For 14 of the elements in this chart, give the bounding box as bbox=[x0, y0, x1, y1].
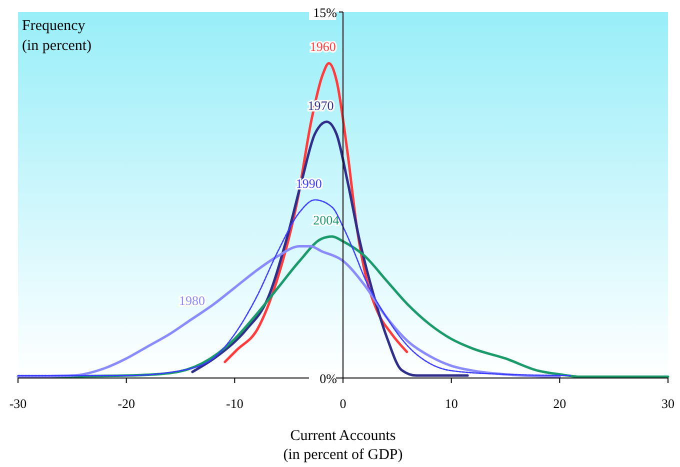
x-tick-label: 30 bbox=[662, 396, 674, 411]
x-tick-label: -20 bbox=[118, 396, 136, 411]
x-tick-label: 20 bbox=[553, 396, 566, 411]
x-tick-label: 10 bbox=[444, 396, 458, 411]
y-tick-label: 0% bbox=[320, 371, 338, 386]
x-tick-label: 0 bbox=[340, 396, 346, 411]
x-tick-label: -30 bbox=[9, 396, 27, 411]
x-axis-title: Current Accounts (in percent of GDP) bbox=[283, 428, 403, 463]
series-label: 1980 bbox=[179, 292, 205, 308]
series-label: 2004 bbox=[313, 212, 340, 228]
series-label: 1960 bbox=[310, 39, 336, 54]
y-tick-label: 15% bbox=[313, 5, 338, 20]
y-axis-title: Frequency (in percent) bbox=[22, 18, 92, 54]
x-tick-label: -10 bbox=[226, 396, 244, 411]
